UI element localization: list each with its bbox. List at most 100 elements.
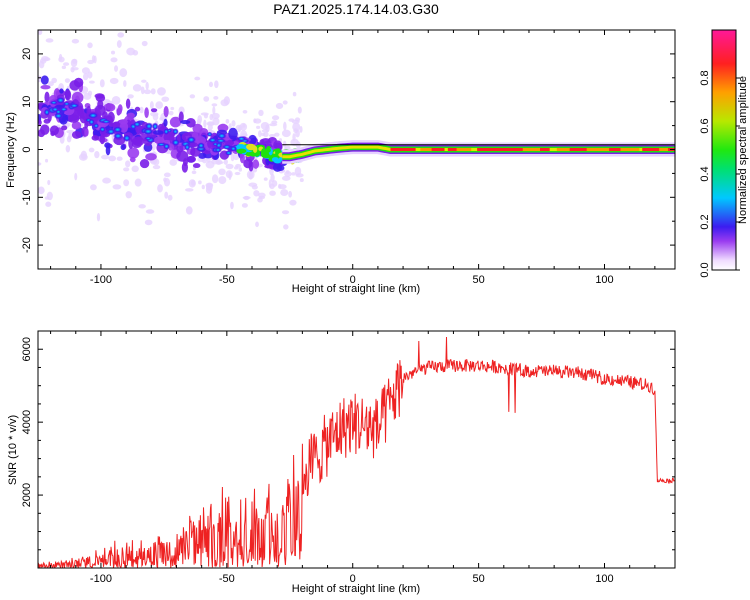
heatmap-speckle <box>89 80 95 84</box>
heatmap-speckle <box>145 81 149 90</box>
heatmap-speckle <box>295 173 304 178</box>
heatmap-speckle <box>99 79 105 88</box>
heatmap-speckle <box>65 144 71 153</box>
heatmap-speckle <box>190 179 196 186</box>
heatmap-speckle <box>81 67 90 75</box>
heatmap-speckle <box>271 115 280 121</box>
heatmap-blob <box>94 93 105 99</box>
heatmap-speckle <box>140 86 145 95</box>
heatmap-blob <box>272 162 283 172</box>
heatmap-blob <box>134 106 141 112</box>
heatmap-speckle <box>281 129 291 138</box>
heatmap-blob <box>163 106 169 118</box>
heatmap-blob <box>228 127 238 140</box>
heatmap-blob <box>152 130 164 135</box>
heatmap-speckle <box>275 102 284 110</box>
heatmap-speckle <box>297 106 302 114</box>
heatmap-speckle <box>268 134 276 138</box>
heatmap-speckle <box>206 157 211 163</box>
heatmap-blob <box>144 107 149 119</box>
heatmap-blob <box>127 147 140 159</box>
snr-x-axis-label: Height of straight line (km) <box>292 583 420 595</box>
heatmap-speckle <box>123 179 130 187</box>
heatmap-blob <box>118 119 128 125</box>
heatmap-speckle <box>66 130 75 134</box>
spectrogram-y-tick-label: 0 <box>21 146 33 152</box>
heatmap-speckle <box>198 180 202 185</box>
heatmap-speckle <box>44 196 50 200</box>
heatmap-hotspot <box>100 119 112 124</box>
heatmap-speckle <box>111 96 121 105</box>
heatmap-hotspot <box>87 112 99 119</box>
heatmap-speckle <box>45 201 52 207</box>
heatmap-speckle <box>285 170 290 174</box>
heatmap-speckle <box>80 150 88 160</box>
heatmap-blob <box>40 85 51 90</box>
heatmap-blob <box>150 108 158 113</box>
colorbar-label: Normalized spectral amplitude <box>737 76 749 224</box>
heatmap-transition-blob <box>271 157 279 162</box>
heatmap-speckle <box>108 155 117 162</box>
heatmap-speckle <box>71 58 78 64</box>
heatmap-speckle <box>163 172 171 178</box>
heatmap-speckle <box>208 81 214 88</box>
snr-series-line <box>38 336 675 568</box>
heatmap-hotspot <box>98 126 107 133</box>
heatmap-hotspot <box>55 109 62 115</box>
spectrogram-x-tick-label: 50 <box>472 274 484 286</box>
snr-x-tick-label: -100 <box>90 573 112 585</box>
snr-plot-frame <box>37 330 676 569</box>
figure-title: PAZ1.2025.174.14.03.G30 <box>273 1 439 17</box>
heatmap-speckle <box>234 166 239 170</box>
heatmap-speckle <box>261 129 270 133</box>
heatmap-blob <box>185 117 196 128</box>
heatmap-speckle <box>289 199 297 206</box>
heatmap-speckle <box>112 184 122 190</box>
heatmap-speckle <box>63 62 70 66</box>
heatmap-blob <box>153 136 165 145</box>
heatmap-speckle <box>253 190 260 197</box>
heatmap-speckle <box>126 47 136 56</box>
heatmap-blob <box>252 159 260 169</box>
spectrogram-x-tick-label: -100 <box>90 274 112 286</box>
heatmap-speckle <box>123 80 127 87</box>
heatmap-speckle <box>102 177 111 184</box>
heatmap-blob <box>120 144 126 151</box>
heatmap-hotspot <box>53 112 64 120</box>
heatmap-speckle <box>75 30 79 31</box>
heatmap-blob <box>243 158 253 169</box>
heatmap-speckle <box>74 172 78 181</box>
snr-y-tick-label: 2000 <box>21 483 33 507</box>
heatmap-blob <box>105 145 111 156</box>
colorbar-tick-label: 0.8 <box>699 70 711 85</box>
heatmap-speckle <box>278 183 282 189</box>
heatmap-speckle <box>132 84 142 92</box>
heatmap-transition-blob <box>236 143 246 151</box>
heatmap-speckle <box>263 177 268 181</box>
heatmap-speckle <box>255 221 259 228</box>
heatmap-speckle <box>131 165 139 173</box>
heatmap-speckle <box>205 183 213 191</box>
heatmap-speckle <box>203 96 210 102</box>
spectrogram-y-tick-label: 20 <box>21 48 33 60</box>
colorbar-tick-label: 0.2 <box>699 214 711 229</box>
heatmap-transition-blob <box>261 148 267 156</box>
snr-x-tick-label: 50 <box>472 573 484 585</box>
heatmap-hotspot <box>197 142 205 150</box>
colorbar: 0.0 0.2 0.4 0.6 0.8 Normalized spectral ampl… <box>699 29 749 278</box>
heatmap-speckle <box>149 101 154 109</box>
heatmap-speckle <box>125 191 132 199</box>
heatmap-speckle <box>38 60 45 69</box>
heatmap-speckle <box>258 109 264 117</box>
heatmap-speckle <box>168 110 174 116</box>
heatmap-speckle <box>116 156 123 161</box>
heatmap-speckle <box>241 203 248 208</box>
heatmap-speckle <box>282 140 287 148</box>
heatmap-blob <box>99 134 106 145</box>
heatmap-hotspot <box>224 150 233 156</box>
heatmap-speckle <box>293 128 299 134</box>
heatmap-speckle <box>200 112 209 116</box>
heatmap-blob <box>71 131 82 139</box>
heatmap-transition-blob <box>236 148 247 154</box>
